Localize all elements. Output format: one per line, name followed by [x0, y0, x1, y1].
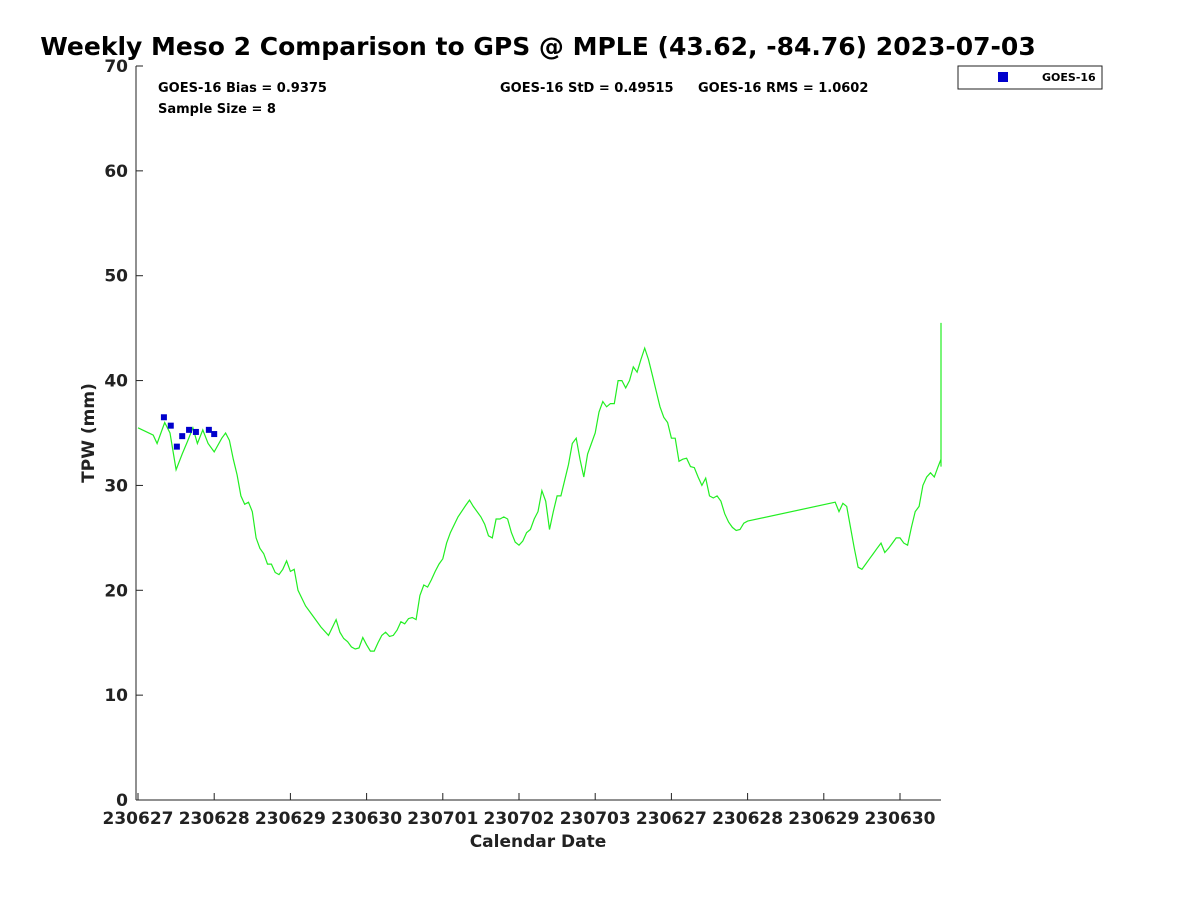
y-tick-label: 0: [116, 791, 128, 811]
y-tick-label: 10: [104, 686, 128, 706]
y-tick-label: 40: [104, 372, 128, 392]
x-tick-label: 230629: [255, 809, 326, 829]
x-tick-label: 230702: [484, 809, 555, 829]
legend-label-goes16: GOES-16: [1042, 71, 1096, 84]
x-tick-label: 230701: [407, 809, 478, 829]
legend-box: [957, 65, 1103, 90]
x-tick-label: 230627: [103, 809, 174, 829]
y-tick-label: 70: [104, 57, 128, 77]
x-tick-label: 230703: [560, 809, 631, 829]
x-tick-label: 230628: [712, 809, 783, 829]
goes16-point: [211, 431, 218, 438]
x-tick-label: 230630: [331, 809, 402, 829]
rms-stat: GOES-16 RMS = 1.0602: [698, 81, 868, 96]
std-stat: GOES-16 StD = 0.49515: [500, 81, 674, 96]
x-tick-label: 230627: [636, 809, 707, 829]
goes16-point: [173, 443, 180, 450]
legend: GOES-16: [957, 65, 1103, 90]
sample-size-stat: Sample Size = 8: [158, 102, 276, 117]
goes16-point: [205, 426, 212, 433]
x-tick-label: 230628: [179, 809, 250, 829]
y-axis-label: TPW (mm): [79, 383, 99, 483]
y-tick-label: 60: [104, 162, 128, 182]
legend-marker-goes16: [998, 72, 1008, 82]
bias-stat: GOES-16 Bias = 0.9375: [158, 81, 327, 96]
y-tick-label: 50: [104, 267, 128, 287]
x-ticks: 230627 230628 230629 230630 230701 230702 2307…: [103, 793, 936, 829]
y-tick-label: 20: [104, 581, 128, 601]
y-tick-label: 30: [104, 476, 128, 496]
series-lines: [137, 322, 942, 652]
x-tick-label: 230629: [788, 809, 859, 829]
goes16-point: [192, 428, 199, 435]
goes16-point: [167, 422, 174, 429]
series-markers: [160, 414, 218, 450]
chart-title: Weekly Meso 2 Comparison to GPS @ MPLE (…: [40, 32, 1035, 61]
goes16-point: [179, 433, 186, 440]
y-ticks: 0 10 20 30 40 50 60 70: [104, 57, 143, 811]
axes: [135, 66, 941, 801]
goes16-point: [186, 426, 193, 433]
goes16-point: [160, 414, 167, 421]
x-tick-label: 230630: [865, 809, 936, 829]
gps-tpw-line: [137, 322, 942, 652]
x-axis-label: Calendar Date: [470, 832, 607, 852]
